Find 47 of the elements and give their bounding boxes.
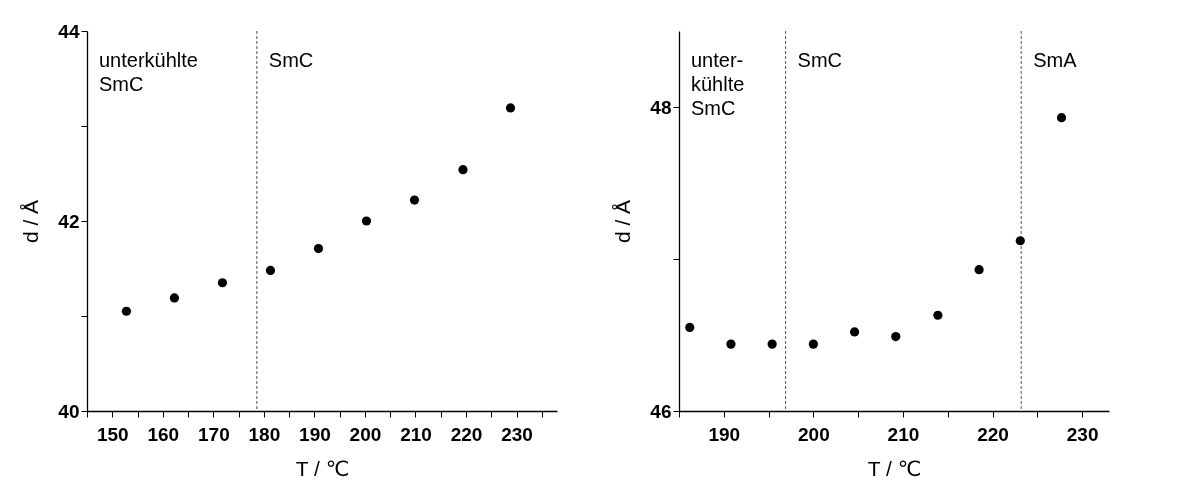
point [1015, 236, 1025, 246]
x-tick-label: 220 [977, 423, 1009, 445]
point [685, 322, 695, 332]
annotation: SmA [1033, 49, 1078, 71]
x-tick-label: 190 [708, 423, 741, 445]
y-tick-label: 48 [650, 96, 672, 118]
point [891, 331, 901, 342]
point [726, 339, 736, 349]
x-tick-label: 200 [798, 423, 830, 445]
x-tick-label: 230 [501, 423, 533, 445]
x-tick-label: 190 [299, 423, 331, 445]
point [458, 165, 468, 175]
x-tick-label: 180 [248, 423, 281, 445]
x-tick-label: 210 [887, 423, 920, 445]
y-tick-label: 42 [58, 210, 80, 232]
point [121, 306, 132, 316]
annotation: SmC [797, 49, 843, 71]
point [505, 103, 516, 113]
point [849, 327, 860, 337]
point [409, 195, 420, 205]
x-tick-label: 200 [349, 423, 382, 445]
y-axis-title: d / Å [611, 199, 635, 244]
x-tick-label: 210 [400, 423, 432, 445]
y-tick-label: 40 [58, 400, 80, 422]
annotation: SmC [268, 49, 314, 71]
point [313, 243, 324, 254]
y-tick-label: 46 [650, 400, 672, 422]
x-axis-title: T / ℃ [295, 456, 350, 480]
x-axis-title: T / ℃ [867, 456, 922, 480]
x-tick-label: 220 [450, 423, 483, 445]
annotation: unter- kühlte SmC [691, 49, 745, 119]
annotation: unterkühlte SmC [99, 49, 198, 95]
point [974, 265, 984, 275]
point [1056, 113, 1067, 123]
x-tick-label: 170 [197, 423, 230, 445]
point [217, 278, 228, 288]
x-tick-label: 150 [96, 423, 129, 445]
y-axis-title: d / Å [19, 199, 43, 244]
point [767, 339, 777, 349]
x-tick-label: 230 [1066, 423, 1099, 445]
point [361, 216, 372, 226]
point [808, 339, 818, 349]
point [169, 293, 180, 303]
point [265, 265, 276, 275]
point [933, 310, 943, 320]
x-tick-label: 160 [147, 423, 180, 445]
y-tick-label: 44 [58, 20, 80, 42]
